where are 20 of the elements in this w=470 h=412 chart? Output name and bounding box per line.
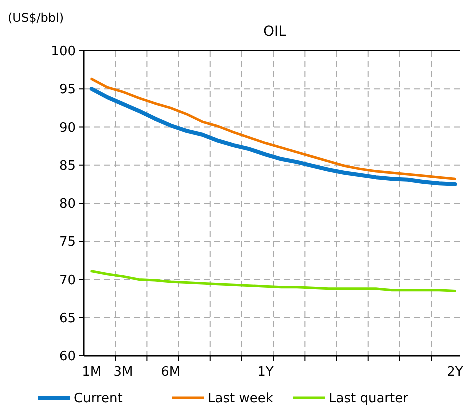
y-tick-label: 70 (59, 273, 76, 288)
y-tick-label: 90 (59, 120, 76, 136)
chart-title: OIL (264, 24, 287, 40)
y-axis-title: (US$/bbl) (8, 11, 64, 25)
legend-label: Last week (208, 392, 274, 407)
y-tick-label: 100 (51, 44, 76, 60)
y-tick-label: 75 (59, 235, 76, 250)
y-tick-label: 65 (59, 311, 76, 326)
x-tick-label: 2Y (447, 365, 464, 380)
legend-label: Current (74, 392, 123, 407)
line-series (90, 270, 457, 292)
x-tick-label: 3M (114, 365, 134, 380)
x-tick-label: 1Y (258, 365, 274, 380)
x-tick-label: 6M (161, 365, 181, 380)
y-tick-label: 85 (59, 158, 76, 174)
x-tick-label: 1M (82, 365, 102, 380)
y-tick-label: 80 (59, 197, 76, 212)
legend-label: Last quarter (329, 392, 410, 407)
y-tick-label: 95 (59, 82, 76, 98)
y-tick-label: 60 (59, 350, 76, 365)
